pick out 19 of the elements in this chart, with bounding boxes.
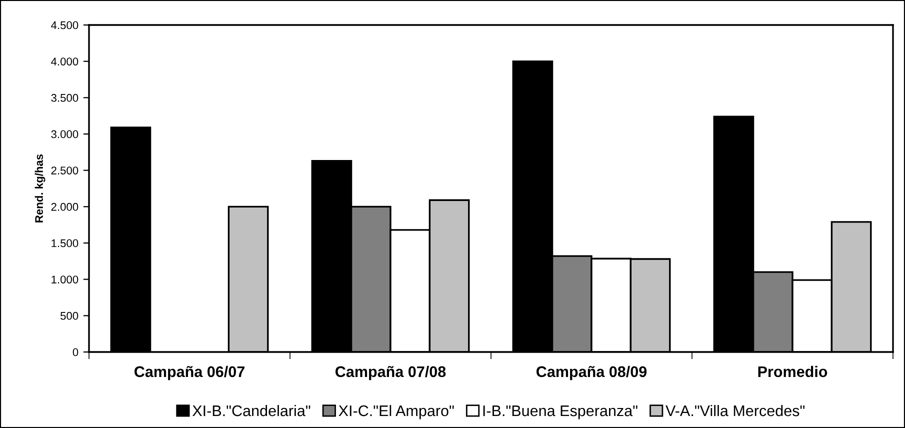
y-tick-label: 2.500 [51, 166, 78, 174]
x-tick-label: Promedio [758, 366, 828, 378]
y-tick-label: 500 [60, 312, 78, 320]
y-tick-label: 3.500 [51, 94, 78, 102]
legend-label: V-A."Villa Mercedes" [666, 404, 805, 416]
y-tick-label: 0 [72, 348, 78, 356]
legend-label: XI-C."El Amparo" [338, 404, 454, 420]
x-tick-label: Campaña 08/09 [536, 366, 647, 380]
y-tick-label: 1.000 [52, 276, 78, 284]
y-tick-label: 1.500 [52, 239, 78, 248]
y-tick-label: 3.000 [51, 130, 78, 138]
x-tick-label: Campaña 06/07 [134, 366, 244, 380]
legend-label: XI-B."Candelaria" [192, 404, 310, 416]
x-tick-label: Campaña 07/08 [336, 366, 446, 380]
legend-label: I-B."Buena Esperanza" [483, 406, 638, 420]
y-tick-label: 4.500 [51, 21, 78, 30]
y-tick-label: 2.000 [51, 202, 78, 211]
y-axis-title: Rend. kg/has [34, 154, 46, 222]
y-tick-label: 4.000 [51, 58, 78, 66]
